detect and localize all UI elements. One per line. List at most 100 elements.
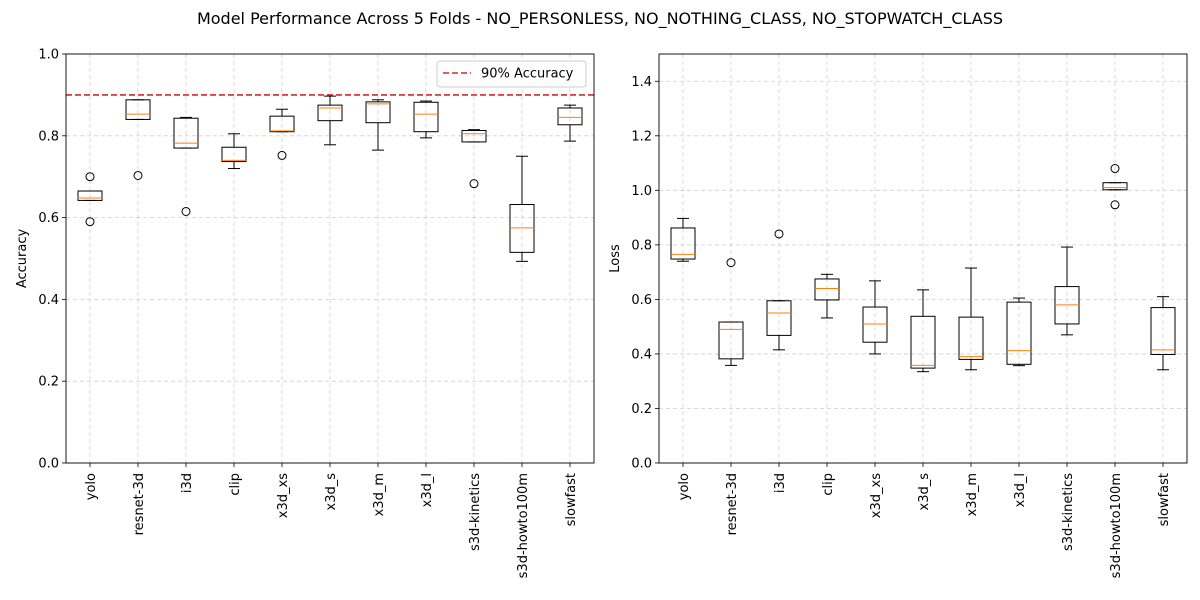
box-iqr: [766, 300, 792, 336]
x-tick-label: s3d-howto100m: [1109, 473, 1124, 578]
flier-point: [774, 229, 784, 239]
box-iqr: [461, 129, 487, 143]
flier-point: [85, 172, 95, 182]
x-tick-label: i3d: [180, 473, 195, 493]
flier-point: [1110, 200, 1120, 210]
flier-point: [1110, 164, 1120, 174]
y-tick-label: 0.4: [631, 347, 652, 362]
flier-point: [85, 217, 95, 227]
x-tick-label: s3d-kinetics: [1061, 473, 1076, 551]
box-iqr: [365, 101, 391, 124]
box-s3d-kinetics: [461, 129, 487, 189]
x-tick-label: yolo: [84, 473, 99, 500]
x-tick-label: x3d_m: [372, 473, 387, 516]
box-iqr: [221, 146, 247, 163]
y-tick-label: 0.6: [631, 293, 652, 308]
y-tick-label: 1.0: [631, 184, 652, 199]
box-iqr: [125, 99, 151, 120]
box-iqr: [77, 190, 103, 201]
x-tick-label: s3d-kinetics: [468, 473, 483, 551]
box-x3d_s: [910, 289, 936, 373]
x-tick-label: slowfast: [1157, 473, 1172, 526]
figure-title: Model Performance Across 5 Folds - NO_PE…: [196, 9, 1004, 28]
x-tick-label: resnet-3d: [132, 473, 147, 535]
box-iqr: [557, 107, 583, 126]
y-tick-label: 1.0: [38, 48, 59, 63]
box-x3d_l: [413, 100, 439, 139]
box-s3d-howto100m: [509, 155, 535, 262]
box-s3d-kinetics: [1054, 246, 1080, 336]
box-slowfast: [557, 104, 583, 142]
y-tick-label: 0.8: [631, 238, 652, 253]
y-axis-label: Loss: [608, 244, 623, 273]
x-tick-label: x3d_s: [324, 473, 339, 511]
box-iqr: [958, 316, 984, 360]
y-tick-label: 1.4: [631, 75, 652, 90]
box-x3d_l: [1006, 297, 1032, 367]
box-clip: [814, 273, 840, 319]
x-tick-label: x3d_xs: [276, 473, 291, 518]
box-iqr: [173, 117, 199, 149]
y-axis-label: Accuracy: [15, 229, 30, 289]
box-s3d-howto100m: [1102, 164, 1128, 210]
box-resnet-3d: [718, 258, 744, 366]
box-resnet-3d: [125, 99, 151, 180]
box-iqr: [670, 227, 696, 260]
box-iqr: [509, 204, 535, 253]
box-iqr: [269, 115, 295, 133]
x-tick-label: clip: [228, 473, 243, 496]
box-iqr: [413, 101, 439, 133]
x-tick-label: yolo: [677, 473, 692, 500]
y-tick-label: 1.2: [631, 129, 652, 144]
box-iqr: [1150, 307, 1176, 355]
legend: 90% Accuracy: [436, 60, 587, 88]
box-iqr: [718, 321, 744, 360]
y-tick-label: 0.4: [38, 293, 59, 308]
box-x3d_s: [317, 95, 343, 146]
legend-frame: [436, 60, 587, 88]
y-tick-label: 0.6: [38, 211, 59, 226]
box-x3d_m: [958, 267, 984, 371]
box-yolo: [77, 172, 103, 227]
x-tick-label: s3d-howto100m: [516, 473, 531, 578]
x-tick-label: x3d_l: [420, 473, 435, 507]
box-iqr: [1006, 301, 1032, 365]
y-tick-label: 0.2: [631, 402, 652, 417]
x-tick-label: clip: [821, 473, 836, 496]
x-tick-label: x3d_l: [1013, 473, 1028, 507]
y-tick-label: 0.8: [38, 129, 59, 144]
flier-point: [133, 170, 143, 180]
x-tick-label: x3d_xs: [869, 473, 884, 518]
flier-point: [181, 206, 191, 216]
box-slowfast: [1150, 296, 1176, 371]
chart-panel-1: 0.0 0.2 0.4 0.6 0.8 1.0 yolo resnet-3d i3d clip x3…: [15, 48, 595, 578]
axes-frame: [65, 53, 595, 464]
x-tick-label: i3d: [773, 473, 788, 493]
box-iqr: [317, 104, 343, 122]
x-tick-label: x3d_s: [917, 473, 932, 511]
x-tick-label: resnet-3d: [725, 473, 740, 535]
box-clip: [221, 133, 247, 170]
x-tick-label: x3d_m: [965, 473, 980, 516]
axes-frame: [658, 53, 1188, 464]
box-iqr: [814, 278, 840, 301]
box-x3d_xs: [862, 280, 888, 355]
y-tick-label: 0.0: [38, 457, 59, 472]
box-x3d_m: [365, 99, 391, 151]
flier-point: [277, 150, 287, 160]
flier-point: [469, 179, 479, 189]
box-iqr: [1102, 182, 1128, 191]
box-x3d_xs: [269, 108, 295, 160]
y-tick-label: 0.0: [631, 457, 652, 472]
box-yolo: [670, 217, 696, 262]
legend-label: 90% Accuracy: [481, 67, 574, 82]
y-tick-label: 0.2: [38, 375, 59, 390]
box-i3d: [173, 116, 199, 216]
x-tick-label: slowfast: [564, 473, 579, 526]
chart-panel-2: 0.0 0.2 0.4 0.6 0.8 1.0 1.2 1.4 yolo resnet-3d i3d…: [608, 53, 1188, 578]
box-iqr: [862, 306, 888, 343]
flier-point: [726, 258, 736, 268]
box-i3d: [766, 229, 792, 351]
